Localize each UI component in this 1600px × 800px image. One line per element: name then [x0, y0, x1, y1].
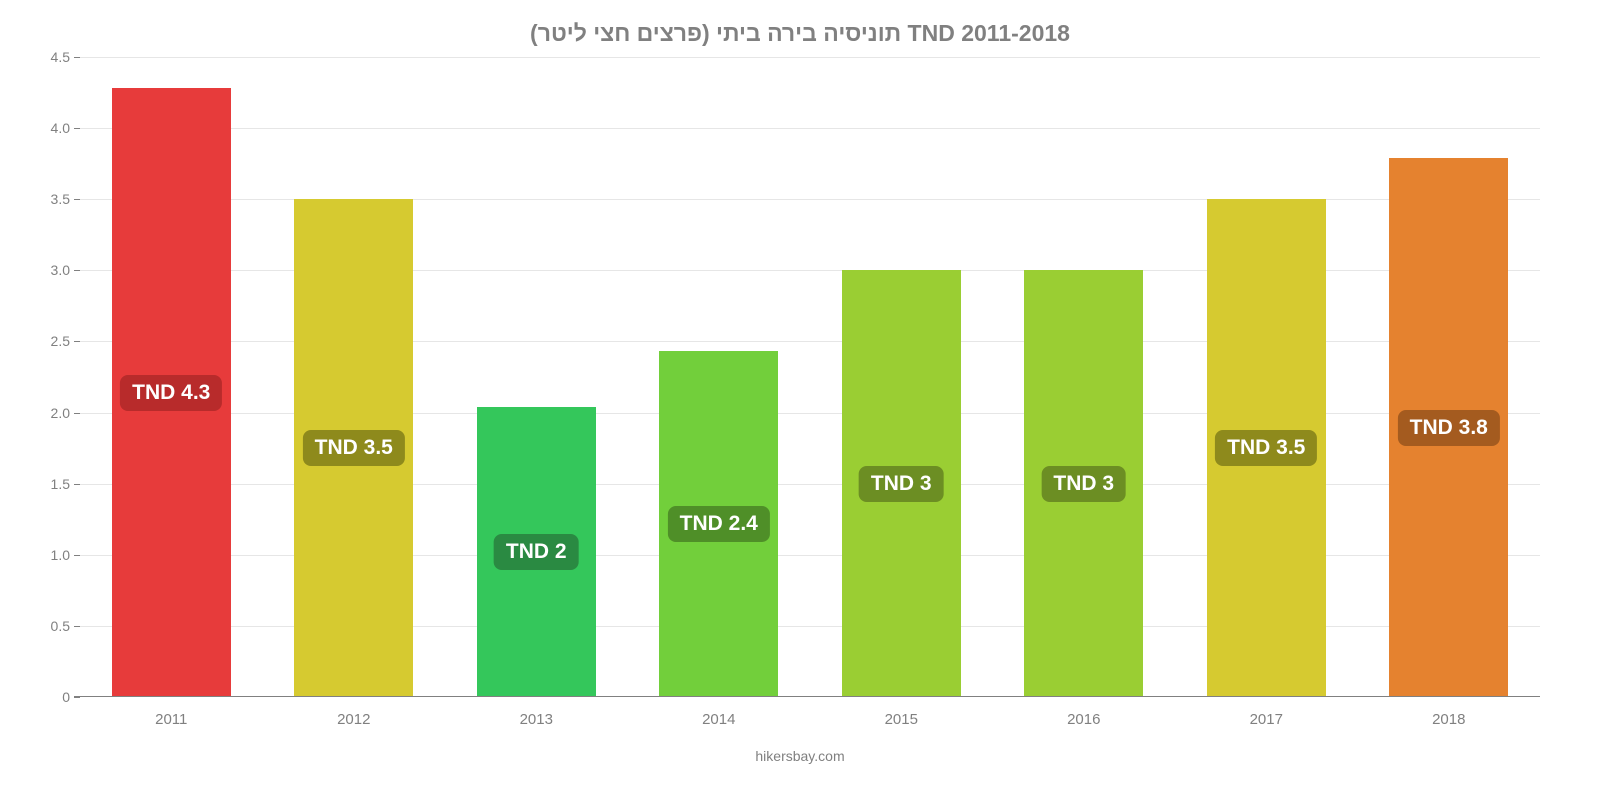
y-tick-label: 1.0: [51, 547, 80, 563]
bar-value-label: TND 4.3: [120, 375, 222, 411]
bar-value-label: TND 2: [494, 534, 579, 570]
x-axis-label: 2017: [1175, 711, 1358, 728]
chart-container: תוניסיה בירה ביתי (פרצים חצי ליטר) TND 2…: [0, 0, 1600, 800]
bar-value-label: TND 3: [859, 466, 944, 502]
x-axis-label: 2012: [263, 711, 446, 728]
y-tick-label: 0.5: [51, 618, 80, 634]
x-axis-label: 2014: [628, 711, 811, 728]
bar-value-label: TND 3.5: [303, 430, 405, 466]
bar-slot: TND 3: [993, 57, 1176, 697]
bars-group: TND 4.3 TND 3.5 TND 2 TND 2.4 TND 3 TND 3 TND …: [80, 57, 1540, 697]
bar-slot: TND 3.5: [263, 57, 446, 697]
bar-slot: TND 4.3: [80, 57, 263, 697]
y-tick-label: 2.5: [51, 333, 80, 349]
y-tick-label: 0: [62, 689, 80, 705]
y-tick-label: 4.5: [51, 49, 80, 65]
x-axis-label: 2015: [810, 711, 993, 728]
bar-value-label: TND 3.5: [1215, 430, 1317, 466]
bar-slot: TND 2.4: [628, 57, 811, 697]
bar-value-label: TND 2.4: [668, 506, 770, 542]
bar-value-label: TND 3.8: [1398, 410, 1500, 446]
x-axis-label: 2013: [445, 711, 628, 728]
plot-area: 00.51.01.52.02.53.03.54.04.5 TND 4.3TND …: [80, 57, 1540, 697]
chart-footer: hikersbay.com: [40, 748, 1560, 764]
bar-value-label: TND 3: [1041, 466, 1126, 502]
x-axis-labels: 20112012201320142015201620172018: [80, 711, 1540, 728]
y-tick-label: 4.0: [51, 120, 80, 136]
bar-slot: TND 3.8: [1358, 57, 1541, 697]
y-tick-label: 3.5: [51, 191, 80, 207]
bar-slot: TND 2: [445, 57, 628, 697]
bar-slot: TND 3.5: [1175, 57, 1358, 697]
chart-title: תוניסיה בירה ביתי (פרצים חצי ליטר) TND 2…: [40, 20, 1560, 47]
x-axis-baseline: [74, 696, 1540, 697]
y-tick-label: 3.0: [51, 262, 80, 278]
x-axis-label: 2018: [1358, 711, 1541, 728]
y-tick-label: 1.5: [51, 476, 80, 492]
x-axis-label: 2011: [80, 711, 263, 728]
x-axis-label: 2016: [993, 711, 1176, 728]
y-tick-label: 2.0: [51, 405, 80, 421]
bar-slot: TND 3: [810, 57, 993, 697]
